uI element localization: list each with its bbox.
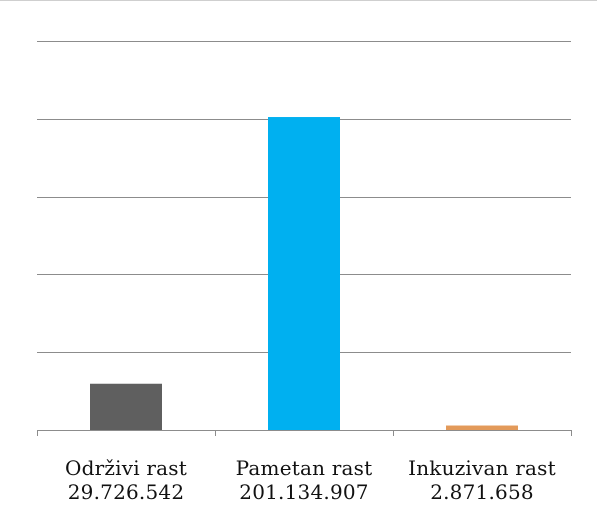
bar-1 [90, 383, 162, 430]
category-label-odrzivi: Održivi rast 29.726.542 [37, 456, 215, 504]
bar-2 [268, 117, 340, 430]
category-value: 29.726.542 [67, 480, 185, 504]
category-name: Pametan rast [235, 456, 373, 480]
category-value: 201.134.907 [239, 480, 369, 504]
category-value: 2.871.658 [430, 480, 534, 504]
category-label-pametan: Pametan rast 201.134.907 [215, 456, 393, 504]
category-name: Inkuzivan rast [408, 456, 556, 480]
category-label-inkuzivan: Inkuzivan rast 2.871.658 [393, 456, 571, 504]
bar-3 [446, 425, 518, 430]
category-name: Održivi rast [65, 456, 187, 480]
